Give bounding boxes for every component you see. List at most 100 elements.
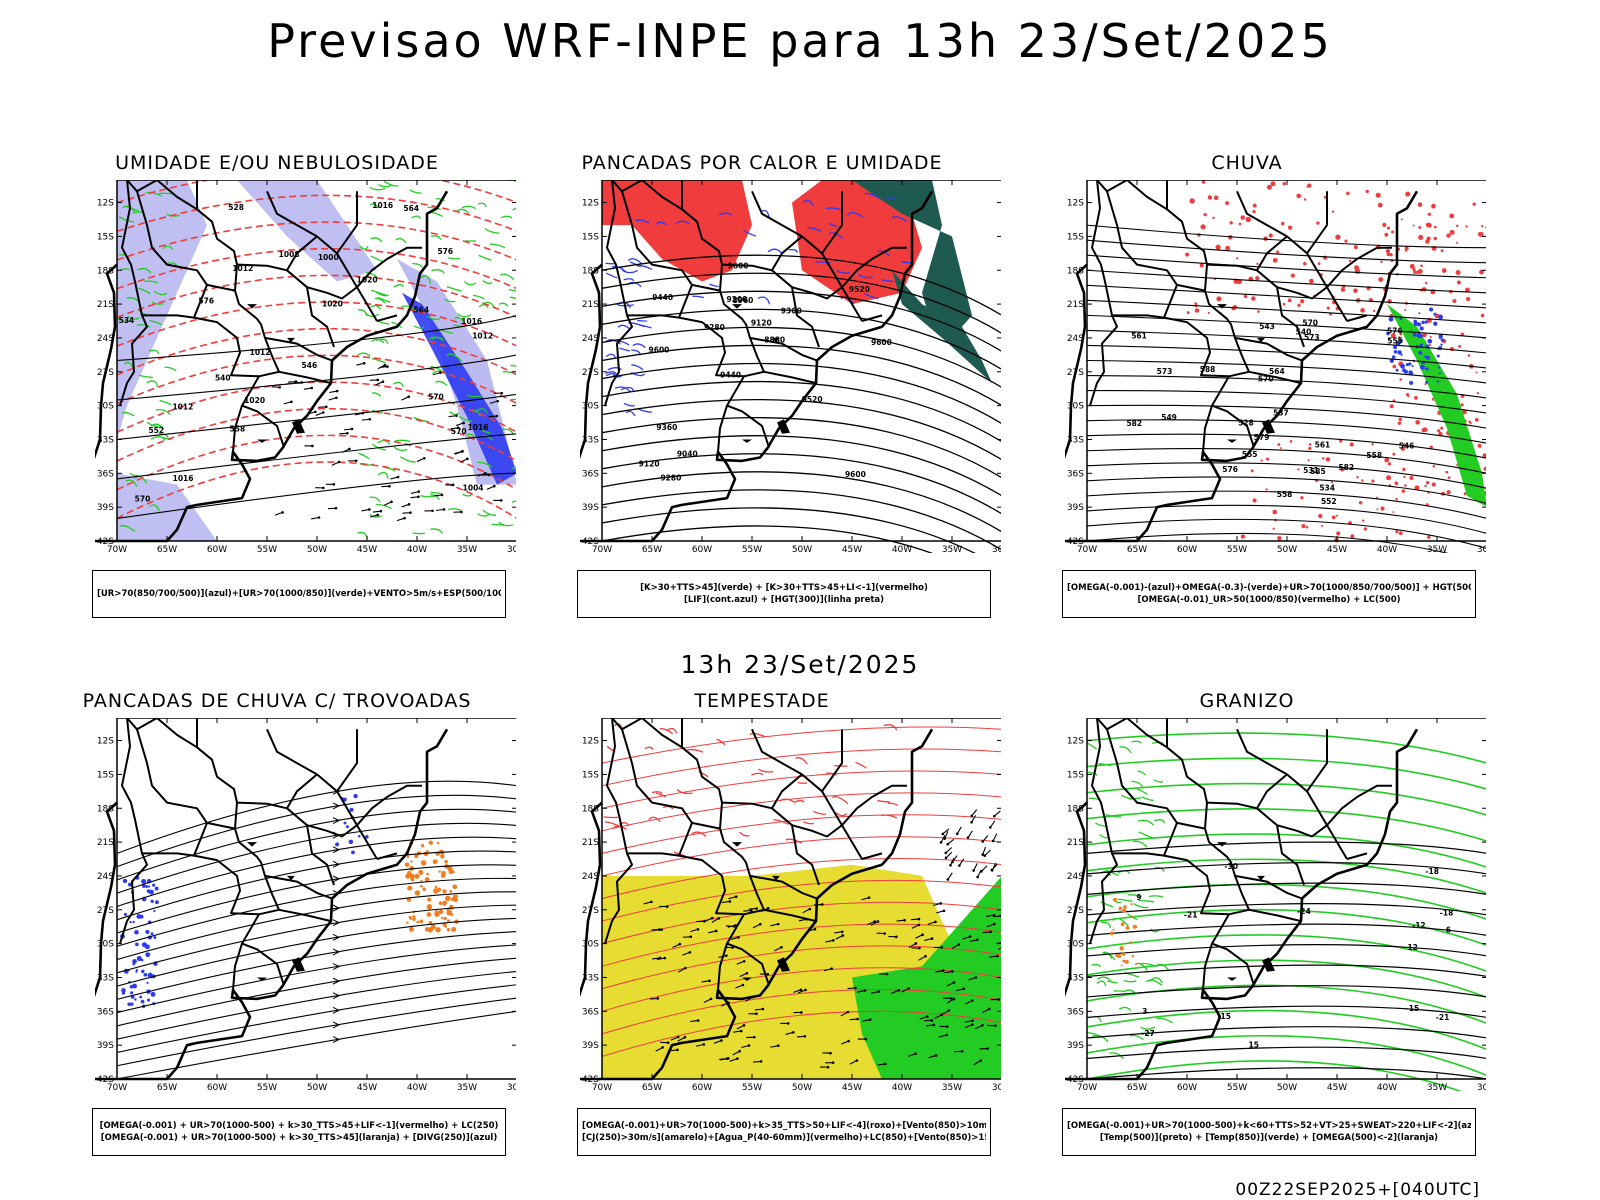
contour-label: 576 [1387,327,1403,336]
lat-tick-label: 39S [1067,1041,1084,1051]
contour-label: 1020 [357,276,378,285]
wind-vectors [271,361,504,522]
lat-tick-label: 24S [1067,872,1084,882]
contour-label: 555 [1387,336,1403,345]
lat-tick-label: 21S [1067,838,1084,848]
map-outline [95,180,449,543]
lon-tick-label: 30W [507,1083,516,1091]
contour-label: 9120 [751,318,772,327]
lat-tick-label: 12S [97,737,114,747]
panel-1: UMIDADE E/OU NEBULOSIDADE 1012 1016 1020 101… [42,152,516,647]
panel-5: TEMPESTADE 12S 15S 18S 21S 24S 27S 30S 33S 36S 39S… [527,690,1001,1185]
panel-legend: [K>30+TTS>45](verde) + [K>30+TTS>45+LI<-… [577,570,991,618]
contour-label: 9200 [727,295,748,304]
legend-line: [LIF](cont.azul) + [HGT(300)](linha pret… [683,595,885,605]
lat-tick-label: 21S [1067,300,1084,310]
lon-tick-label: 35W [942,545,962,553]
panel-title: PANCADAS POR CALOR E UMIDADE [581,152,943,174]
contour-label: 588 [1200,365,1216,374]
contour-label: 558 [1366,451,1382,460]
contour-label: 1020 [244,396,265,405]
lif-contours [621,192,913,305]
contour-label: 570 [428,393,444,402]
panel-title: TEMPESTADE [694,690,830,712]
lon-tick-label: 45W [842,1083,862,1091]
lat-tick-label: 36S [1067,1007,1084,1017]
contour-label: 1016 [173,474,194,483]
lat-tick-label: 18S [1067,804,1084,814]
lat-tick-label: 27S [1067,906,1084,916]
wind-vectors-850 [939,809,1001,881]
lat-tick-label: 12S [582,199,599,209]
panel-legend: [OMEGA(-0.001)+UR>70(1000-500)+k<60+TTS>… [1062,1108,1476,1156]
legend-line: [OMEGA(-0.001) + UR>70(1000-500) + k>30_… [100,1133,498,1143]
contour-label: 1008 [279,250,300,259]
lon-tick-label: 50W [1277,1083,1297,1091]
contour-label: 558 [230,424,246,433]
lon-tick-label: 55W [1227,545,1247,553]
lat-tick-label: 33S [582,435,599,445]
contour-label: 1012 [472,331,493,340]
lat-tick-label: 27S [582,906,599,916]
lon-tick-label: 35W [942,1083,962,1091]
panel-legend: [UR>70(850/700/500)](azul)+[UR>70(1000/8… [92,570,506,618]
omega-strong-green [1387,304,1486,507]
contour-label: -27 [1141,1029,1155,1038]
pressure-contours [116,315,516,519]
lat-tick-label: 30S [1067,940,1084,950]
contour-label: 564 [413,305,429,314]
forecast-map: -15-18-21-24-27-30-12-15-18-21691215312S… [1065,718,1486,1091]
contour-label: -15 [1217,1012,1231,1021]
lat-tick-label: 12S [1067,737,1084,747]
map-outline [95,718,449,1081]
lat-tick-label: 15S [582,232,599,242]
contour-label: 558 [1277,490,1293,499]
lon-tick-label: 50W [1277,545,1297,553]
lon-tick-label: 55W [257,545,277,553]
wind-vectors-850 [643,895,1001,1069]
contour-label: 561 [1131,331,1147,340]
contour-label: 9600 [845,470,866,479]
lat-tick-label: 27S [97,368,114,378]
lon-tick-label: 50W [307,1083,327,1091]
contour-label: 564 [1269,367,1285,376]
legend-line: [OMEGA(-0.001)-(azul)+OMEGA(-0.3)-(verde… [1067,583,1471,593]
lon-tick-label: 70W [592,545,612,553]
contour-label: 576 [198,297,214,306]
lon-tick-label: 40W [892,545,912,553]
contour-label: 576 [1222,465,1238,474]
contour-label: 555 [1242,450,1258,459]
lat-tick-label: 27S [97,906,114,916]
streamlines-250 [116,780,516,1080]
contour-label: 1012 [232,264,253,273]
lon-tick-label: 30W [992,545,1001,553]
legend-line: [OMEGA(-0.01)_UR>50(1000/850)(vermelho) … [1137,595,1401,605]
lon-tick-label: 35W [1427,545,1447,553]
lat-tick-label: 21S [97,300,114,310]
contour-label: 9360 [781,307,802,316]
contour-label: 582 [1126,419,1142,428]
lon-tick-label: 30W [1477,1083,1486,1091]
lon-tick-label: 55W [742,1083,762,1091]
contour-label: 564 [403,204,419,213]
map-outline [580,180,934,543]
contour-label: 570 [1302,319,1318,328]
lon-tick-label: 40W [892,1083,912,1091]
lat-tick-label: 30S [1067,402,1084,412]
temp850-contours [1087,740,1173,1060]
contour-label: -24 [1297,907,1311,916]
contour-label: 12 [1407,943,1417,952]
lon-tick-label: 60W [207,1083,227,1091]
contour-label: 561 [1315,440,1331,449]
lat-tick-label: 42S [1067,1075,1084,1085]
lon-tick-label: 50W [792,545,812,553]
contour-label: 534 [119,316,135,325]
lat-tick-label: 39S [1067,503,1084,513]
lat-tick-label: 12S [1067,199,1084,209]
humidity-1000-contours [356,180,516,540]
lon-tick-label: 30W [507,545,516,553]
legend-line: [OMEGA(-0.001)+UR>70(1000-500)+k<60+TTS>… [1067,1121,1471,1131]
